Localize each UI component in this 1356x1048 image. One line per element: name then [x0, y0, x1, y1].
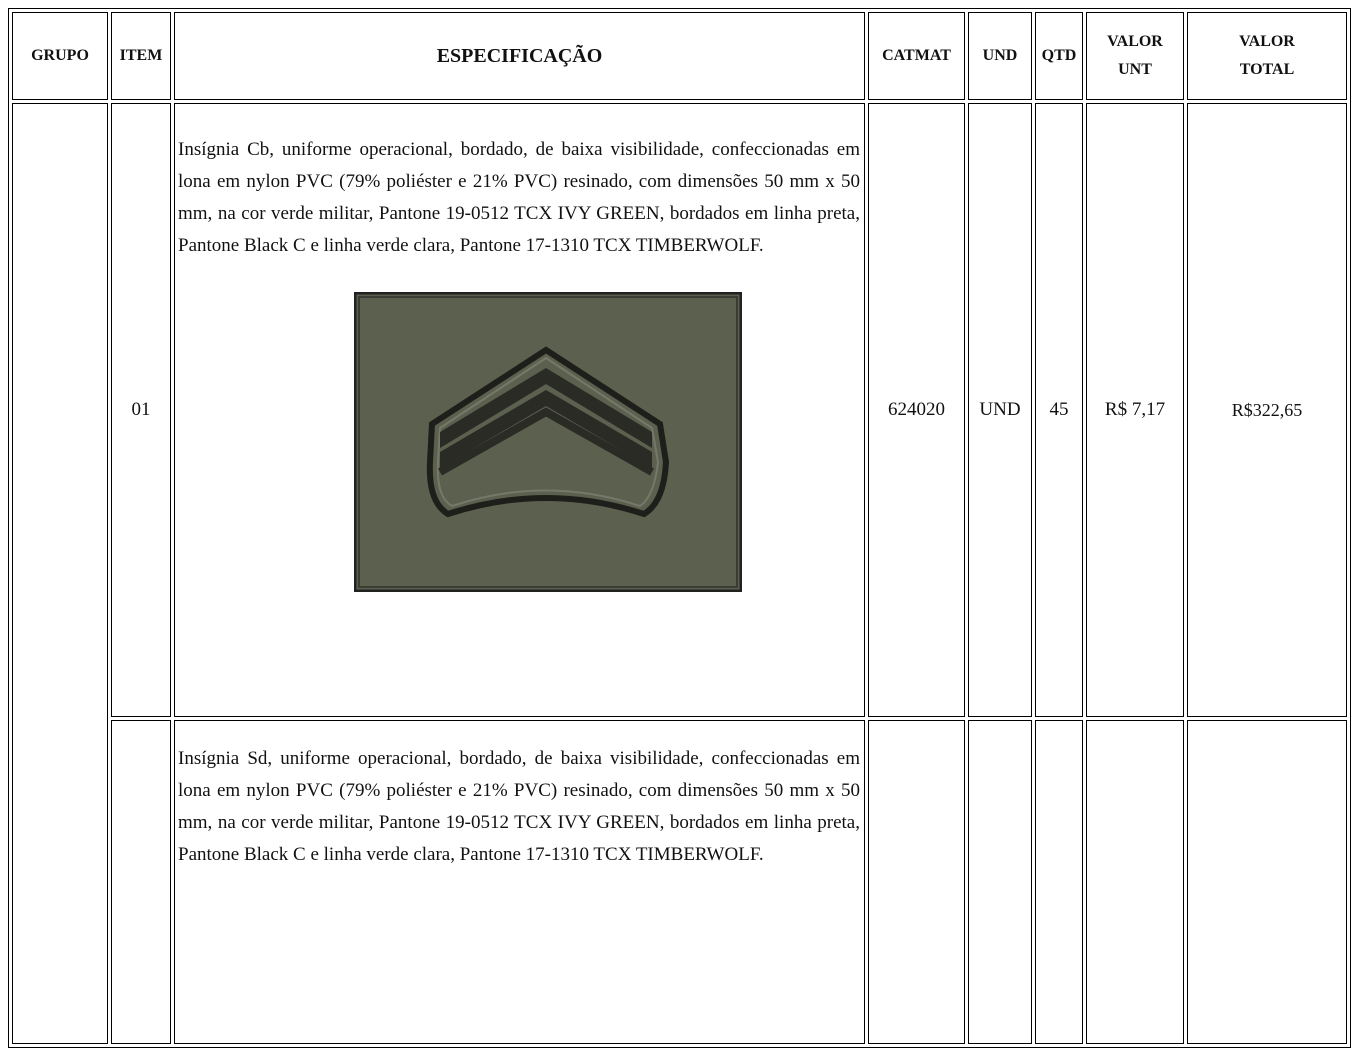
row: 01 Insígnia Cb, uniforme operacional, bo…: [12, 103, 1347, 1044]
header-cell: CATMAT: [868, 12, 965, 100]
items-table: GRUPO ITEM ESPECIFICAÇÃO CATMAT UND QTD …: [8, 8, 1351, 1048]
quantity-cell: 45: [1035, 103, 1083, 717]
header-cell: VALOR UNT: [1086, 12, 1184, 100]
header-cell: VALOR TOTAL: [1187, 12, 1347, 100]
header-cell: ITEM: [111, 12, 171, 100]
spec-text: Insígnia Sd, uniforme operacional, borda…: [178, 748, 860, 865]
unit-cell: [968, 720, 1032, 1044]
total-value-cell: [1187, 720, 1347, 1044]
item-cell: 01: [111, 103, 171, 717]
row: Insígnia Sd, uniforme operacional, borda…: [12, 720, 1347, 1044]
spec-text: Insígnia Cb, uniforme operacional, borda…: [178, 139, 860, 256]
header-cell: QTD: [1035, 12, 1083, 100]
header-text: VALOR UNT: [1107, 33, 1163, 78]
catmat-cell: 624020: [868, 103, 965, 717]
catmat-cell: [868, 720, 965, 1044]
unit-cell: UND: [968, 103, 1032, 717]
total-value-cell: R$322,65: [1187, 103, 1347, 717]
header-cell: UND: [968, 12, 1032, 100]
page: GRUPO ITEM ESPECIFICAÇÃO CATMAT UND QTD …: [8, 8, 1351, 1048]
spec-cell: Insígnia Sd, uniforme operacional, borda…: [174, 720, 865, 1044]
unit-value-cell: R$ 7,17: [1086, 103, 1184, 717]
header-cell: ESPECIFICAÇÃO: [174, 12, 865, 100]
quantity-cell: [1035, 720, 1083, 1044]
group-cell: [12, 103, 108, 1044]
header-text: VALOR TOTAL: [1239, 33, 1295, 78]
unit-value-cell: [1086, 720, 1184, 1044]
header-cell: GRUPO: [12, 12, 108, 100]
item-cell: [111, 720, 171, 1044]
insignia-image: [354, 292, 742, 592]
header-row: GRUPO ITEM ESPECIFICAÇÃO CATMAT UND QTD …: [12, 12, 1347, 100]
spec-cell: Insígnia Cb, uniforme operacional, borda…: [174, 103, 865, 717]
